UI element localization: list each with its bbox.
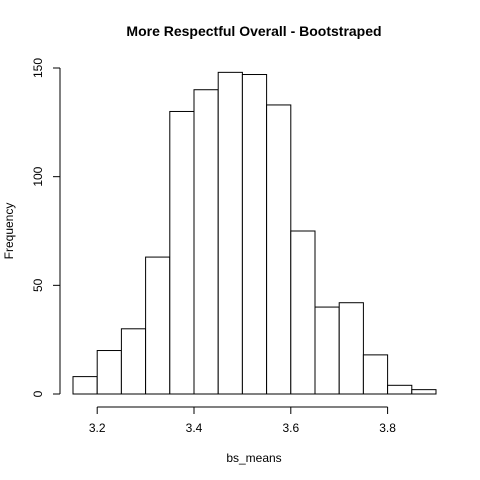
chart-title: More Respectful Overall - Bootstraped (126, 23, 381, 39)
x-axis-label: bs_means (226, 451, 281, 465)
y-tick-label: 100 (31, 166, 45, 186)
x-tick-label: 3.2 (89, 421, 106, 435)
histogram-bar (120, 328, 147, 395)
x-tick-label: 3.8 (379, 421, 396, 435)
histogram-bar (217, 71, 243, 395)
histogram-bar (193, 89, 219, 395)
histogram-bar (411, 389, 437, 395)
histogram-bar (362, 354, 389, 395)
histogram-bar (241, 74, 268, 395)
histogram-bar (266, 104, 292, 395)
histogram-bar (169, 110, 195, 395)
histogram-bar (338, 302, 364, 395)
y-tick-label: 150 (31, 58, 45, 78)
bars-group (72, 71, 437, 395)
y-axis-label: Frequency (2, 203, 16, 260)
x-axis: 3.2 3.4 3.6 3.8 (89, 406, 396, 435)
x-tick-label: 3.6 (282, 421, 299, 435)
histogram-bar (72, 376, 98, 395)
y-tick-label: 0 (31, 390, 45, 397)
histogram-bar (314, 306, 340, 395)
y-tick-label: 50 (31, 278, 45, 292)
histogram-bar (387, 384, 413, 395)
x-tick-label: 3.4 (186, 421, 203, 435)
histogram-bar (96, 350, 122, 395)
y-axis: 0 50 100 150 (31, 58, 61, 397)
histogram-bar (290, 230, 316, 395)
histogram-bar (145, 256, 171, 395)
